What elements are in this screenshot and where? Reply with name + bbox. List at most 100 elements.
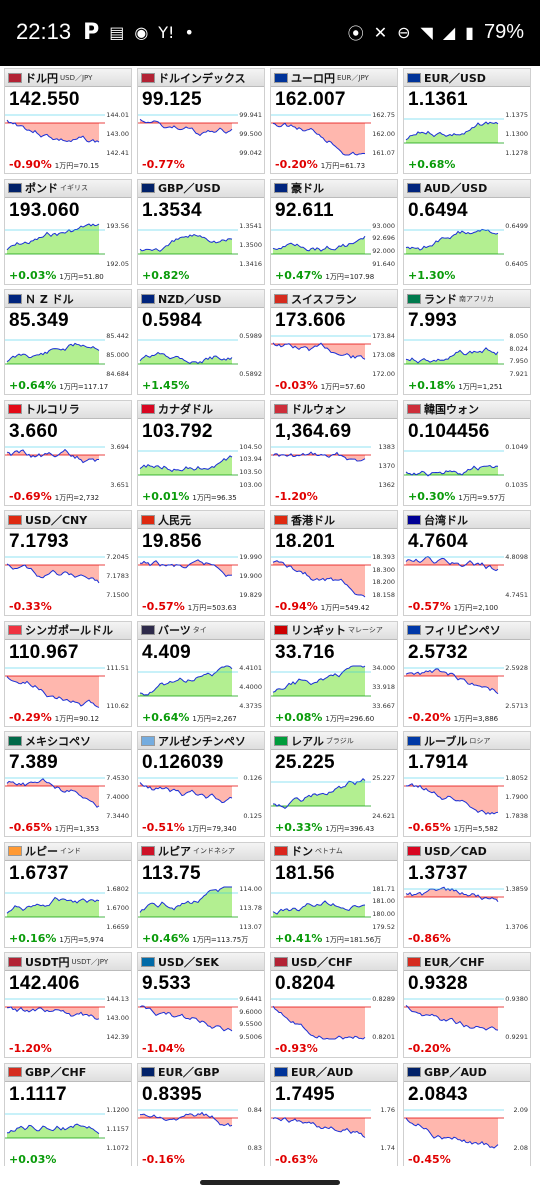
rate-card[interactable]: ルピア インドネシア 113.75 114.00 113.78 113.07 +0.46% 1… <box>137 841 265 948</box>
rate-card[interactable]: メキシコペソ 7.389 7.4530 7.4000 7.3440 -0.65% 1万円=1… <box>4 731 132 837</box>
card-header: ルピア インドネシア <box>138 842 264 861</box>
rate-card[interactable]: GBP／USD 1.3534 1.3541 1.3500 1.3416 +0.82% <box>137 178 265 285</box>
change-percent: +0.30% 1万円=9.57万 <box>408 489 506 503</box>
change-percent: -1.04% <box>142 1042 185 1055</box>
rate-card[interactable]: ドン ベトナム 181.56 181.71 181.00 180.00 179.52 +0.4… <box>270 841 398 948</box>
rate-card[interactable]: ポンド イギリス 193.060 193.56 192.05 +0.03% 1万円=51.8… <box>4 178 132 285</box>
rate-card[interactable]: ランド 南アフリカ 7.993 8.050 8.024 7.950 7.921 +0.18% 1… <box>403 289 531 395</box>
rate-card[interactable]: 台湾ドル 4.7604 4.8098 4.7451 -0.57% 1万円=2,100 <box>403 510 531 616</box>
pair-name: ルピー <box>25 845 58 858</box>
rate-card[interactable]: USDT円 USDT／JPY 142.406 144.13 143.00 142.39 -1… <box>4 952 132 1058</box>
rate-card[interactable]: 韓国ウォン 0.104456 0.1049 0.1035 +0.30% 1万円=9.57万 <box>403 399 531 506</box>
rate-card[interactable]: トルコリラ 3.660 3.694 3.651 -0.69% 1万円=2,732 <box>4 399 132 506</box>
change-value: +0.08 <box>275 710 312 724</box>
p-app-icon: P <box>83 19 100 45</box>
level-label: 9.5006 <box>239 1033 262 1041</box>
change-percent: +0.01% 1万円=96.35 <box>142 489 237 503</box>
pair-subtitle: インド <box>60 847 81 855</box>
level-label: 4.7451 <box>505 591 528 599</box>
change-area <box>140 455 232 475</box>
per-10000-yen: 1万円=96.35 <box>192 493 237 502</box>
change-area <box>406 228 498 254</box>
level-label: 1370 <box>378 461 395 470</box>
rate-card[interactable]: GBP／AUD 2.0843 2.09 2.08 -0.45% <box>403 1062 531 1166</box>
change-area <box>140 782 232 803</box>
rate-card[interactable]: 人民元 19.856 19.990 19.900 19.829 -0.57% 1万円=503… <box>137 510 265 616</box>
rate-card[interactable]: ドル円 USD／JPY 142.550 144.01 143.00 142.41 -0.90… <box>4 68 132 174</box>
rate-card[interactable]: GBP／CHF 1.1117 1.1200 1.1157 1.1072 +0.03% <box>4 1062 132 1166</box>
rate-card[interactable]: EUR／AUD 1.7495 1.76 1.74 -0.63% <box>270 1062 398 1166</box>
rate-card[interactable]: ドルインデックス 99.125 99.941 99.500 99.042 -0.77% <box>137 68 265 174</box>
flag-icon <box>407 293 421 304</box>
home-gesture-bar[interactable] <box>200 1180 340 1185</box>
rate-card[interactable]: ルーブル ロシア 1.7914 1.8052 1.7900 1.7838 -0.65% 1万円… <box>403 731 531 837</box>
rate-price: 162.007 <box>275 89 346 110</box>
change-value: +0.03 <box>9 1152 46 1166</box>
rate-card[interactable]: AUD／USD 0.6494 0.6499 0.6405 +1.30% <box>403 178 531 285</box>
rate-price: 142.406 <box>9 973 80 994</box>
card-header: アルゼンチンペソ <box>138 732 264 750</box>
sparkline-chart <box>138 886 238 917</box>
rate-card[interactable]: バーツ タイ 4.409 4.4101 4.4000 4.3735 +0.64% 1万円=2,… <box>137 620 265 727</box>
rate-card[interactable]: カナダドル 103.792 104.50 103.94 103.50 103.00 +0.0… <box>137 399 265 506</box>
rate-card[interactable]: NZD／USD 0.5984 0.5989 0.5892 +1.45% <box>137 289 265 395</box>
price-line <box>139 454 233 472</box>
per-10000-yen: 1万円=5,582 <box>453 825 499 833</box>
change-percent: +0.68% <box>408 158 456 171</box>
sparkline-chart <box>404 886 504 902</box>
flag-icon <box>407 956 421 967</box>
level-label: 19.900 <box>239 572 262 580</box>
rate-card[interactable]: スイスフラン 173.606 173.84 173.08 172.00 -0.03% 1万円… <box>270 289 398 395</box>
rate-card[interactable]: EUR／CHF 0.9328 0.9380 0.9291 -0.20% <box>403 952 531 1058</box>
rate-card[interactable]: EUR／USD 1.1361 1.1375 1.1300 1.1278 +0.68% <box>403 68 531 174</box>
change-percent: +0.03% <box>9 1152 57 1166</box>
pair-name: 香港ドル <box>291 513 335 527</box>
price-line <box>139 665 233 696</box>
price-line <box>405 555 499 572</box>
price-line <box>139 782 233 804</box>
flag-icon <box>407 404 421 414</box>
rate-card[interactable]: USD／CAD 1.3737 1.3859 1.3706 -0.86% <box>403 841 531 948</box>
rate-price: 110.967 <box>9 641 79 663</box>
level-label: 0.9380 <box>505 995 528 1003</box>
rate-card[interactable]: アルゼンチンペソ 0.126039 0.126 0.125 -0.51% 1万円=79,3… <box>137 731 265 837</box>
level-label: 143.00 <box>106 1014 129 1022</box>
rate-card[interactable]: USD／SEK 9.533 9.6441 9.6000 9.5500 9.5006 -1.0… <box>137 952 265 1058</box>
sparkline-chart <box>138 777 238 804</box>
rate-card[interactable]: Ｎ Z ドル 85.349 85.442 85.000 84.684 +0.64% 1万円=… <box>4 289 132 395</box>
rate-card[interactable]: USD／CNY 7.1793 7.2045 7.1783 7.1500 -0.33% <box>4 510 132 616</box>
level-label: 2.5713 <box>505 701 528 710</box>
pair-subtitle: インドネシア <box>193 847 235 855</box>
change-area <box>406 886 498 902</box>
level-label: 8.050 <box>509 332 528 340</box>
level-label: 0.1035 <box>505 480 528 489</box>
per-10000-yen: 1万円=107.98 <box>325 272 375 281</box>
rate-price: 1.3534 <box>142 199 202 221</box>
per-10000-yen: 1万円=79,340 <box>187 825 237 833</box>
rate-card[interactable]: レアル ブラジル 25.225 25.227 24.621 +0.33% 1万円=396.4… <box>270 731 398 837</box>
level-label: 3.694 <box>110 442 129 451</box>
level-label: 18.393 <box>372 553 395 561</box>
rate-card[interactable]: ドルウォン 1,364.69 1383 1370 1362 -1.20% <box>270 399 398 506</box>
rate-price: 99.125 <box>142 89 202 110</box>
per-10000-yen: 1万円=549.42 <box>320 604 370 612</box>
change-percent: -0.29% 1万円=90.12 <box>9 710 100 724</box>
rate-price: 2.5732 <box>408 641 468 663</box>
yahoo-icon: Y! <box>158 22 175 42</box>
rate-card[interactable]: 豪ドル 92.611 93.000 92.696 92.000 91.640 +0.47% 1… <box>270 178 398 285</box>
level-label: 1.6700 <box>106 903 129 912</box>
rate-card[interactable]: リンギット マレーシア 33.716 34.000 33.918 33.667 +0.08%… <box>270 620 398 727</box>
level-label: 144.13 <box>106 995 129 1003</box>
change-value: -0.20 <box>408 1042 440 1055</box>
rate-card[interactable]: フィリピンペソ 2.5732 2.5928 2.5713 -0.20% 1万円=3,886 <box>403 620 531 727</box>
rate-card[interactable]: シンガポールドル 110.967 111.51 110.62 -0.29% 1万円=90.… <box>4 620 132 727</box>
rate-card[interactable]: EUR／GBP 0.8395 0.84 0.83 -0.16% <box>137 1062 265 1166</box>
pair-name: フィリピンペソ <box>424 624 501 637</box>
rate-card[interactable]: 香港ドル 18.201 18.393 18.300 18.200 18.158 -0.94%… <box>270 510 398 616</box>
change-area <box>140 352 232 364</box>
rate-card[interactable]: USD／CHF 0.8204 0.8289 0.8201 -0.93% <box>270 952 398 1058</box>
per-10000-yen: 1万円=503.63 <box>187 604 237 612</box>
rate-card[interactable]: ユーロ円 EUR／JPY 162.007 162.75 162.00 161.07 -0.2… <box>270 68 398 174</box>
level-label: 0.126 <box>243 774 262 782</box>
rate-card[interactable]: ルピー インド 1.6737 1.6802 1.6700 1.6659 +0.16% 1万円=… <box>4 841 132 948</box>
